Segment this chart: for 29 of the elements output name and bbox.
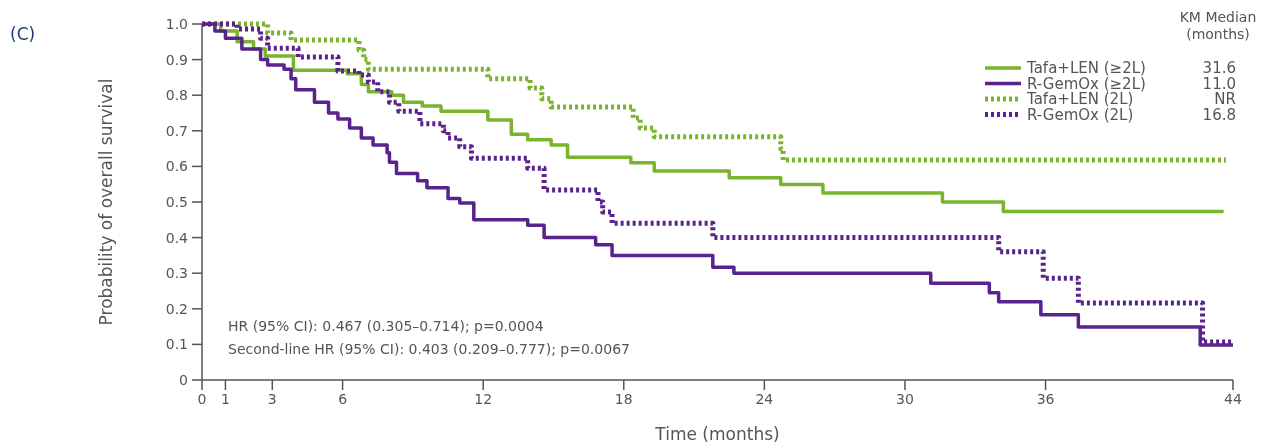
x-tick-label: 30 [896, 391, 914, 407]
x-tick-label: 36 [1036, 391, 1055, 407]
x-axis-title: Time (months) [654, 424, 780, 444]
x-tick-label: 24 [755, 391, 774, 407]
y-axis-title: Probability of overall survival [96, 78, 116, 326]
y-tick-label: 0.3 [165, 265, 188, 282]
legend-label: Tafa+LEN (2L) [1026, 90, 1134, 109]
y-tick-label: 0 [179, 371, 188, 388]
x-tick-label: 18 [614, 391, 633, 407]
annotation: HR (95% CI): 0.467 (0.305–0.714); p=0.0004 [228, 318, 544, 334]
legend-label: Tafa+LEN (≥2L) [1026, 59, 1146, 78]
y-tick-label: 0.4 [165, 229, 189, 246]
x-tick-label: 44 [1224, 391, 1242, 407]
annotation: Second-line HR (95% CI): 0.403 (0.209–0.777); p=0.0067 [228, 341, 630, 357]
y-tick-label: 0.2 [165, 300, 188, 317]
x-tick-label: 12 [474, 391, 493, 407]
x-tick-label: 6 [338, 391, 348, 407]
x-tick-label: 1 [220, 391, 230, 407]
x-tick-label: 3 [267, 391, 277, 407]
y-tick-label: 0.8 [165, 87, 188, 104]
y-tick-label: 0.5 [165, 193, 188, 210]
x-tick-label: 0 [197, 391, 207, 407]
legend-title: KM Median (months) [1179, 9, 1257, 42]
text: (C) [10, 24, 36, 44]
y-tick-label: 0.9 [165, 51, 188, 68]
y-tick-label: 0.6 [165, 158, 189, 175]
y-tick-label: 1.0 [165, 15, 188, 32]
y-tick-label: 0.1 [165, 336, 188, 353]
y-tick-label: 0.7 [165, 122, 188, 139]
